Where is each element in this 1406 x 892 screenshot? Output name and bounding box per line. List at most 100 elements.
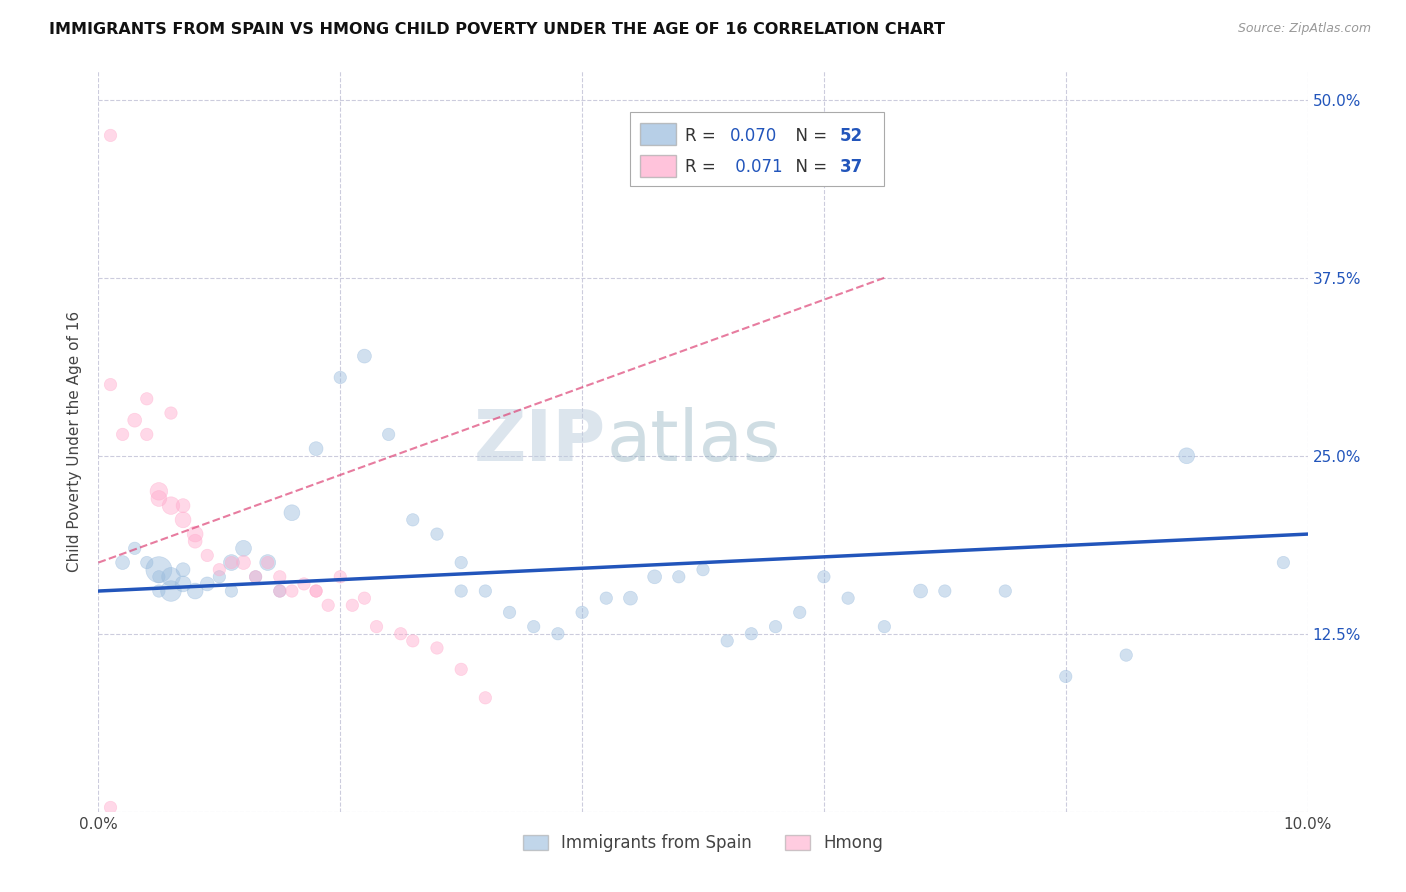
Point (184, 534, 207, 549)
Y-axis label: Child Poverty Under the Age of 16: Child Poverty Under the Age of 16 (67, 311, 83, 572)
Text: N =: N = (785, 159, 832, 177)
Point (716, 633, 738, 648)
Point (1054, 669, 1077, 683)
Point (100, 800, 122, 814)
Point (619, 591, 641, 606)
Point (366, 619, 388, 633)
Point (148, 584, 170, 599)
Point (668, 570, 690, 584)
Bar (640, 123, 676, 145)
Text: N =: N = (785, 127, 832, 145)
Point (873, 619, 896, 633)
Text: R =: R = (685, 127, 721, 145)
Point (184, 584, 207, 599)
Point (111, 427, 134, 442)
Point (245, 570, 267, 584)
Point (195, 549, 218, 563)
Text: Source: ZipAtlas.com: Source: ZipAtlas.com (1237, 22, 1371, 36)
Point (426, 640, 449, 655)
Point (245, 570, 267, 584)
Point (547, 626, 569, 640)
Point (571, 606, 593, 620)
Point (305, 584, 328, 599)
Point (692, 563, 714, 577)
Point (292, 577, 315, 591)
Point (910, 584, 932, 599)
Point (389, 626, 412, 640)
Point (316, 599, 339, 613)
Point (135, 427, 157, 442)
Point (208, 563, 231, 577)
Point (450, 584, 472, 599)
Point (232, 541, 254, 556)
Point (195, 577, 218, 591)
Text: 52: 52 (839, 127, 863, 145)
Point (269, 584, 291, 599)
Point (523, 619, 546, 633)
Point (160, 406, 183, 420)
Bar (640, 155, 676, 178)
Point (160, 499, 183, 513)
Point (148, 563, 170, 577)
Text: atlas: atlas (606, 407, 780, 476)
Point (232, 556, 254, 570)
Point (426, 527, 449, 541)
Point (353, 349, 375, 363)
Point (172, 499, 194, 513)
Text: ZIP: ZIP (474, 407, 606, 476)
Point (377, 427, 399, 442)
Point (1272, 556, 1295, 570)
Point (124, 413, 146, 427)
Point (172, 513, 194, 527)
Point (934, 584, 956, 599)
Point (329, 370, 352, 384)
Point (402, 633, 425, 648)
Point (256, 556, 278, 570)
Point (281, 584, 304, 599)
Point (474, 690, 496, 705)
Point (135, 392, 157, 406)
Text: 0.070: 0.070 (730, 127, 778, 145)
Point (644, 570, 666, 584)
Point (172, 563, 194, 577)
Point (148, 484, 170, 499)
Point (148, 570, 170, 584)
Point (450, 662, 472, 676)
Bar (630, 112, 884, 186)
Text: 37: 37 (839, 159, 863, 177)
Point (256, 556, 278, 570)
Point (402, 513, 425, 527)
Point (100, 128, 122, 143)
Point (1175, 449, 1198, 463)
Point (124, 541, 146, 556)
Point (221, 584, 243, 599)
Point (740, 626, 762, 640)
Point (305, 442, 328, 456)
Point (595, 591, 617, 606)
Point (135, 556, 157, 570)
Point (789, 606, 811, 620)
Point (148, 491, 170, 506)
Point (184, 527, 207, 541)
Point (353, 591, 375, 606)
Point (329, 570, 352, 584)
Point (305, 584, 328, 599)
Point (160, 570, 183, 584)
Text: IMMIGRANTS FROM SPAIN VS HMONG CHILD POVERTY UNDER THE AGE OF 16 CORRELATION CHA: IMMIGRANTS FROM SPAIN VS HMONG CHILD POV… (49, 22, 945, 37)
Point (813, 570, 835, 584)
Point (474, 584, 496, 599)
Point (837, 591, 859, 606)
Point (221, 556, 243, 570)
Point (160, 584, 183, 599)
Point (172, 577, 194, 591)
Point (498, 606, 520, 620)
Point (269, 584, 291, 599)
Point (281, 506, 304, 520)
Point (994, 584, 1017, 599)
Point (269, 570, 291, 584)
Legend: Immigrants from Spain, Hmong: Immigrants from Spain, Hmong (516, 828, 890, 859)
Point (111, 556, 134, 570)
Point (765, 619, 787, 633)
Point (221, 556, 243, 570)
Text: R =: R = (685, 159, 721, 177)
